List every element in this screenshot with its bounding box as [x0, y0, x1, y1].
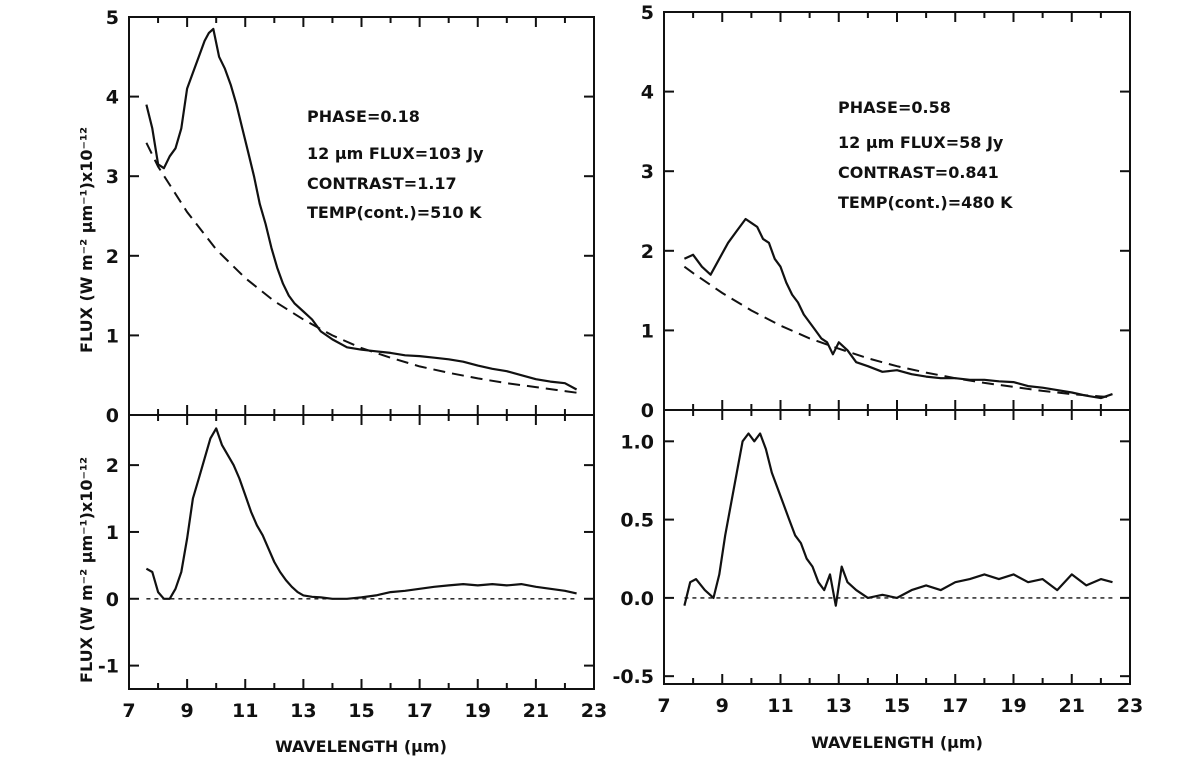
- y-tick-label: 2: [106, 246, 119, 268]
- x-tick-label: 13: [826, 695, 852, 717]
- x-tick-label: 19: [1000, 695, 1026, 717]
- annotation-phase: PHASE=0.58: [838, 98, 951, 117]
- y-tick-label: -1: [98, 656, 119, 678]
- top-left-annotations: PHASE=0.18 12 µm FLUX=103 Jy CONTRAST=1.…: [307, 107, 484, 222]
- spectrum-line: [683, 217, 1113, 400]
- x-tick-label: 23: [581, 700, 607, 722]
- annotation-contrast: CONTRAST=0.841: [838, 163, 999, 182]
- y-tick-label: 5: [641, 2, 654, 24]
- x-tick-label: 7: [657, 695, 670, 717]
- x-tick-label: 15: [884, 695, 910, 717]
- y-tick-label: 2: [106, 455, 119, 477]
- right-xlabel: WAVELENGTH (µm): [811, 733, 983, 752]
- y-tick-label: 0.5: [620, 510, 654, 532]
- x-tick-label: 7: [122, 700, 135, 722]
- plot-frame: [128, 414, 595, 690]
- spectrum-line: [145, 27, 578, 391]
- y-tick-label: 1: [106, 325, 119, 347]
- annotation-temp: TEMP(cont.)=510 K: [307, 203, 482, 222]
- y-tick-label: 3: [641, 161, 654, 183]
- y-tick-label: 1: [641, 320, 654, 342]
- y-tick-label: -0.5: [612, 666, 654, 688]
- y-tick-label: 1: [106, 522, 119, 544]
- x-tick-label: 11: [767, 695, 793, 717]
- annotation-contrast: CONTRAST=1.17: [307, 174, 457, 193]
- annotation-phase: PHASE=0.18: [307, 107, 420, 126]
- x-tick-label: 11: [232, 700, 258, 722]
- left-xlabel: WAVELENGTH (µm): [275, 737, 447, 756]
- y-tick-label: 0: [106, 589, 119, 611]
- spectrum-line: [145, 427, 577, 600]
- top-right-annotations: PHASE=0.58 12 µm FLUX=58 Jy CONTRAST=0.8…: [838, 98, 1013, 212]
- x-tick-label: 9: [716, 695, 729, 717]
- y-tick-label: 1.0: [620, 431, 654, 453]
- panel-right-top: 0 1 2 3 4 5: [641, 2, 1131, 422]
- x-tick-label: 17: [406, 700, 432, 722]
- x-tick-label: 17: [942, 695, 968, 717]
- annotation-temp: TEMP(cont.)=480 K: [838, 193, 1013, 212]
- y-tick-label: 0: [641, 400, 654, 422]
- annotation-flux: 12 µm FLUX=103 Jy: [307, 144, 484, 163]
- x-tick-label: 21: [1059, 695, 1085, 717]
- continuum-fit-line: [145, 142, 577, 394]
- top-left-ylabel: FLUX (W m⁻² µm⁻¹)x10⁻¹²: [77, 127, 96, 353]
- y-tick-label: 4: [106, 87, 119, 109]
- x-tick-label: 21: [523, 700, 549, 722]
- continuum-fit-line: [683, 265, 1113, 399]
- panel-right-bottom: -0.5 0.0 0.5 1.0 7 9 11 13 15 17 19 21 23: [612, 409, 1143, 717]
- x-tick-label: 19: [465, 700, 491, 722]
- y-tick-label: 5: [106, 7, 119, 29]
- bottom-left-ylabel: FLUX (W m⁻² µm⁻¹)x10⁻¹²: [77, 457, 96, 683]
- panel-left-bottom: -1 0 1 2 7 9 11 13 15 17 19 21 23: [98, 414, 607, 722]
- y-tick-label: 0: [106, 405, 119, 427]
- spectrum-line: [683, 432, 1113, 607]
- y-tick-label: 3: [106, 166, 119, 188]
- x-tick-label: 9: [181, 700, 194, 722]
- plot-frame: [663, 409, 1131, 685]
- y-tick-label: 4: [641, 82, 654, 104]
- x-tick-label: 13: [290, 700, 316, 722]
- y-tick-label: 2: [641, 241, 654, 263]
- x-tick-label: 15: [348, 700, 374, 722]
- y-tick-label: 0.0: [620, 588, 654, 610]
- annotation-flux: 12 µm FLUX=58 Jy: [838, 133, 1004, 152]
- x-tick-label: 23: [1117, 695, 1143, 717]
